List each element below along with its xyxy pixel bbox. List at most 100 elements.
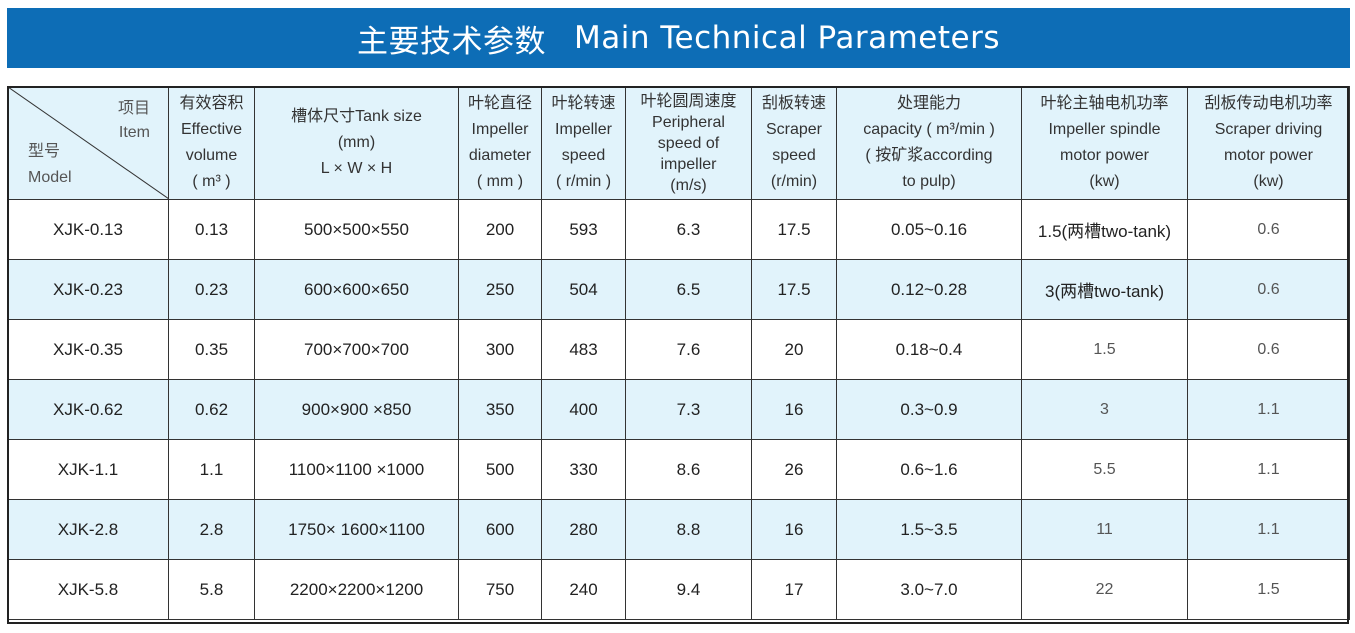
table-cell: 8.8 [625, 499, 752, 560]
table-cell: 240 [541, 559, 626, 620]
column-header-line: to pulp) [902, 173, 956, 190]
table-cell: XJK-0.35 [7, 319, 169, 380]
header-row: 项目 Item 型号 Model 有效容积 Effective volume ( m³… [7, 86, 1350, 200]
table-cell: 593 [541, 199, 626, 260]
table-cell: 1.5~3.5 [836, 499, 1022, 560]
table-cell: 16 [751, 499, 837, 560]
column-header-line: Peripheral [652, 113, 725, 131]
column-header-line: volume [185, 147, 238, 164]
table-cell: 350 [458, 379, 542, 440]
column-header: 刮板转速 Scraper speed (r/min) [751, 86, 837, 200]
table-cell: 7.6 [625, 319, 752, 380]
table-cell: 400 [541, 379, 626, 440]
column-header-line: impeller [660, 155, 717, 173]
column-header-line: diameter [468, 147, 532, 164]
table-cell: XJK-2.8 [7, 499, 169, 560]
table-cell: 6.5 [625, 259, 752, 320]
table-cell: XJK-1.1 [7, 439, 169, 500]
model-label: 型号 Model [28, 139, 72, 191]
table-cell: 1.5 [1021, 319, 1188, 380]
column-header-line: ( m³ ) [192, 173, 231, 190]
column-header-line: (m/s) [670, 176, 707, 194]
table-cell: 700×700×700 [254, 319, 459, 380]
column-header-line: 刮板传动电机功率 [1204, 95, 1333, 112]
column-header: 有效容积 Effective volume ( m³ ) [168, 86, 255, 200]
table-cell: 500×500×550 [254, 199, 459, 260]
table-cell: 0.23 [168, 259, 255, 320]
model-label-en: Model [28, 169, 72, 186]
column-header-line: (mm) [337, 134, 376, 151]
column-header-line: 有效容积 [179, 95, 244, 112]
table-cell: 17.5 [751, 199, 837, 260]
column-header-line: Effective [180, 121, 243, 138]
column-header: 叶轮转速 Impeller speed ( r/min ) [541, 86, 626, 200]
table-cell: 250 [458, 259, 542, 320]
table-cell: 2.8 [168, 499, 255, 560]
table-cell: 750 [458, 559, 542, 620]
column-header-line: 槽体尺寸Tank size [291, 108, 422, 125]
table-cell: 600 [458, 499, 542, 560]
table-cell: 16 [751, 379, 837, 440]
table-cell: 5.8 [168, 559, 255, 620]
column-header-line: motor power [1224, 147, 1313, 164]
table-cell: 280 [541, 499, 626, 560]
table-cell: 17 [751, 559, 837, 620]
table-cell: 1.1 [168, 439, 255, 500]
table-cell: 0.6 [1187, 199, 1350, 260]
table-cell: 1.1 [1187, 499, 1350, 560]
table-cell: 26 [751, 439, 837, 500]
column-header-line: 叶轮主轴电机功率 [1040, 95, 1169, 112]
column-header-line: Impeller [471, 121, 529, 138]
table-cell: 6.3 [625, 199, 752, 260]
item-label: 项目 Item [118, 97, 150, 145]
column-header-line: (kw) [1253, 173, 1284, 190]
table-row: XJK-0.23 0.23 600×600×650 250 504 6.5 17.5 0.12… [7, 259, 1350, 320]
table-cell: 0.6~1.6 [836, 439, 1022, 500]
table-body: XJK-0.13 0.13 500×500×550 200 593 6.3 17.5 0.05… [7, 199, 1350, 620]
corner-header: 项目 Item 型号 Model [7, 86, 169, 200]
table-cell: 0.6 [1187, 319, 1350, 380]
table-row: XJK-2.8 2.8 1750× 1600×1100 600 280 8.8 16 1.5~… [7, 499, 1350, 560]
column-header-line: 叶轮圆周速度 [640, 92, 737, 110]
table-cell: 500 [458, 439, 542, 500]
model-label-zh: 型号 [28, 143, 61, 160]
table-cell: 504 [541, 259, 626, 320]
column-header-line: motor power [1060, 147, 1149, 164]
table-row: XJK-0.62 0.62 900×900 ×850 350 400 7.3 16 0.3~0… [7, 379, 1350, 440]
column-header-line: speed [772, 147, 816, 164]
column-header-line: (r/min) [770, 173, 818, 190]
column-header-line: 处理能力 [896, 95, 961, 112]
column-header-line: 叶轮转速 [551, 95, 616, 112]
column-header-line: Impeller spindle [1048, 121, 1161, 138]
table-cell: 5.5 [1021, 439, 1188, 500]
table-cell: XJK-0.13 [7, 199, 169, 260]
table-cell: 1.1 [1187, 439, 1350, 500]
column-header-line: 刮板转速 [761, 95, 826, 112]
table-cell: 20 [751, 319, 837, 380]
column-header: 槽体尺寸Tank size (mm) L × W × H [254, 86, 459, 200]
column-header: 叶轮圆周速度 Peripheral speed of impeller (m/s) [625, 86, 752, 200]
table-cell: 17.5 [751, 259, 837, 320]
table-cell: 7.3 [625, 379, 752, 440]
table-cell: 3(两槽two-tank) [1021, 259, 1188, 320]
column-header-line: capacity ( m³/min ) [863, 121, 995, 138]
table-cell: 0.35 [168, 319, 255, 380]
table-cell: 22 [1021, 559, 1188, 620]
table-cell: 9.4 [625, 559, 752, 620]
table-cell: 8.6 [625, 439, 752, 500]
table-row: XJK-5.8 5.8 2200×2200×1200 750 240 9.4 17 3.0~7… [7, 559, 1350, 620]
column-header-line: L × W × H [320, 160, 393, 177]
column-header-line: (kw) [1089, 173, 1120, 190]
table-cell: 0.3~0.9 [836, 379, 1022, 440]
table-row: XJK-0.13 0.13 500×500×550 200 593 6.3 17.5 0.05… [7, 199, 1350, 260]
table-cell: 1.1 [1187, 379, 1350, 440]
table-row: XJK-1.1 1.1 1100×1100 ×1000 500 330 8.6 26 0.6~… [7, 439, 1350, 500]
title-en: Main Technical Parameters [574, 20, 1000, 56]
item-label-en: Item [118, 124, 150, 141]
table-cell: XJK-5.8 [7, 559, 169, 620]
column-header-line: ( mm ) [476, 173, 524, 190]
table-cell: 1100×1100 ×1000 [254, 439, 459, 500]
table-cell: 483 [541, 319, 626, 380]
table-cell: 300 [458, 319, 542, 380]
parameters-table: 项目 Item 型号 Model 有效容积 Effective volume ( m³… [7, 86, 1350, 620]
